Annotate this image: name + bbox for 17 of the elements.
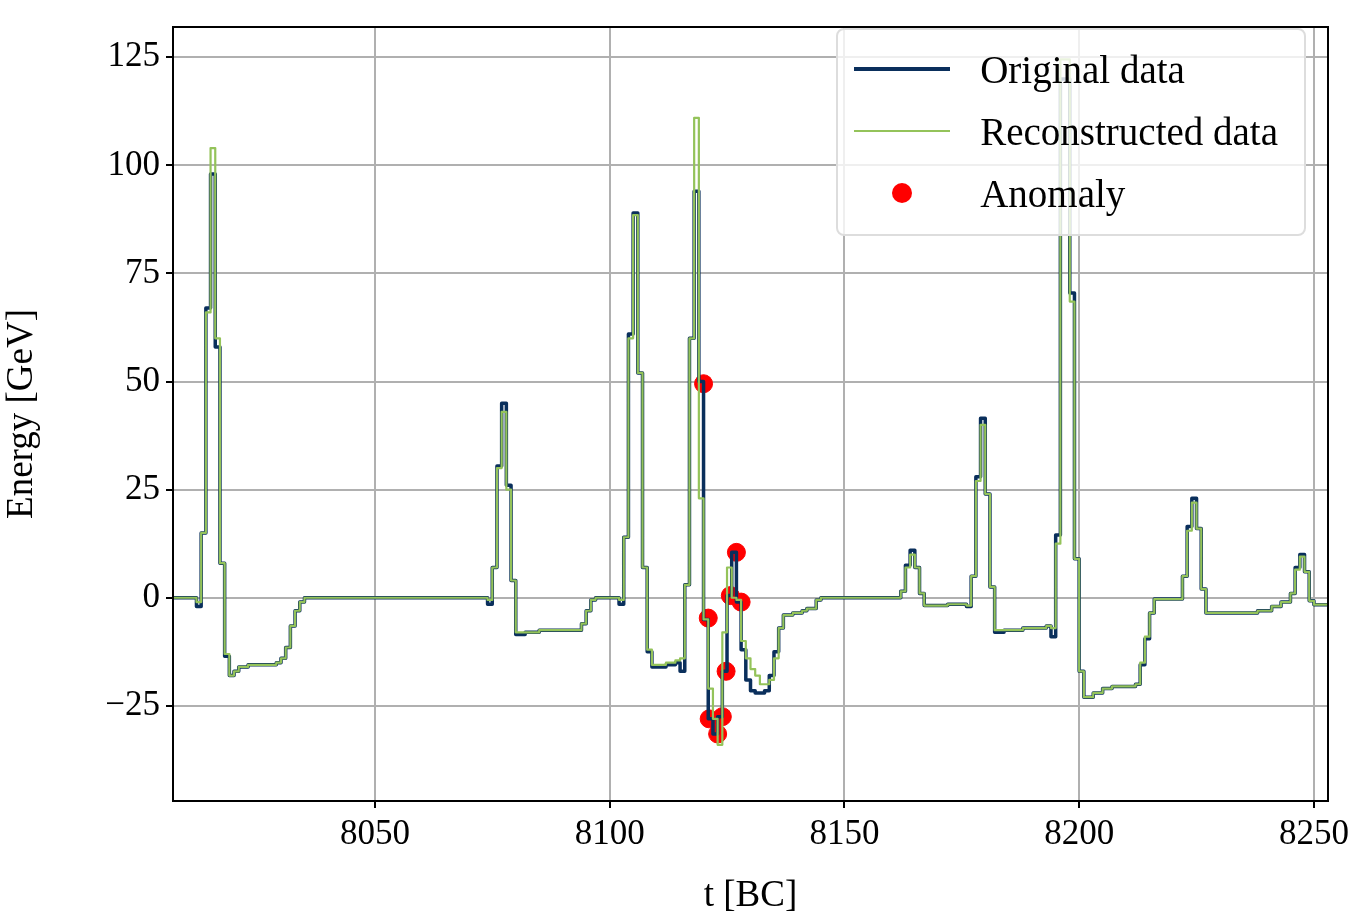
y-axis-title: Energy [GeV]	[0, 309, 40, 519]
y-tick-label: 100	[107, 143, 160, 183]
x-axis-title: t [BC]	[703, 872, 798, 914]
y-tick-label: −25	[105, 684, 160, 724]
y-tick-label: 125	[107, 35, 160, 75]
legend-label: Original data	[980, 46, 1185, 92]
x-tick-label: 8050	[339, 813, 410, 853]
y-tick-label: 0	[142, 575, 160, 615]
x-tick-label: 8250	[1278, 813, 1349, 853]
y-tick-label: 25	[125, 467, 160, 507]
y-tick-label: 50	[125, 359, 160, 399]
y-tick-label: 75	[125, 251, 160, 291]
x-tick-label: 8150	[809, 813, 880, 853]
x-tick-label: 8100	[574, 813, 645, 853]
x-tick-label: 8200	[1044, 813, 1115, 853]
legend-label: Anomaly	[980, 170, 1126, 216]
legend-label: Reconstructed data	[980, 108, 1278, 154]
